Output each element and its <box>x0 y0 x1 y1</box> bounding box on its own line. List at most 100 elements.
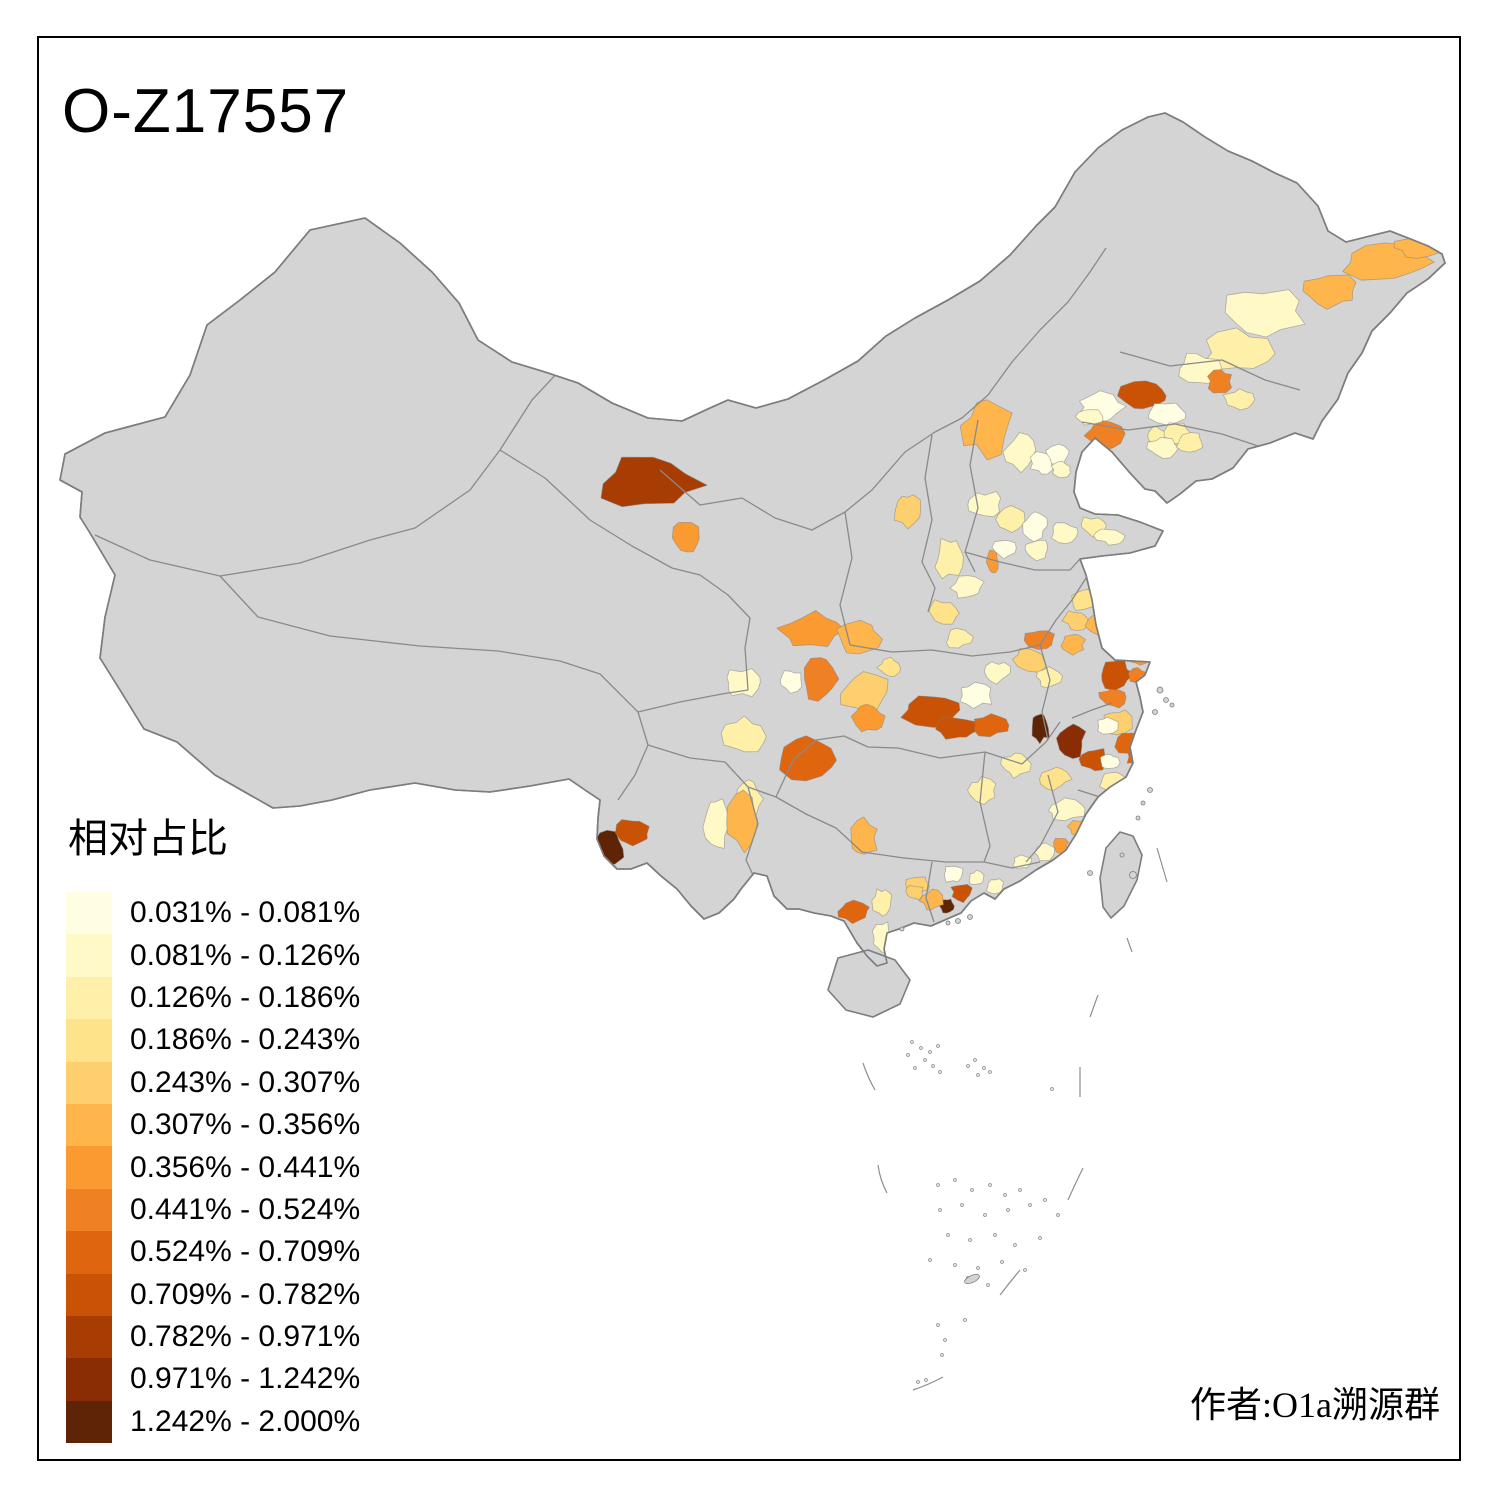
province-border <box>747 786 863 853</box>
reef-line <box>999 1269 1021 1296</box>
map-region <box>837 899 870 924</box>
reef-line <box>912 1376 944 1391</box>
province-border <box>617 711 649 801</box>
map-region <box>720 715 767 753</box>
province-border <box>979 751 991 863</box>
map-region <box>600 456 708 508</box>
coastal-island <box>1152 709 1158 715</box>
map-region <box>850 703 886 733</box>
province-border <box>925 861 935 923</box>
legend-swatch <box>66 1019 112 1062</box>
reef-line <box>1156 847 1168 883</box>
sea-islet-dot <box>913 1066 917 1070</box>
province-border <box>659 247 1107 531</box>
map-region <box>1222 388 1255 411</box>
coastal-island <box>1169 702 1175 708</box>
map-region <box>1097 716 1119 735</box>
sea-islet-dot <box>1018 1188 1022 1192</box>
sea-islet-dot <box>953 1263 957 1267</box>
map-region <box>1100 754 1121 769</box>
sea-islet-dot <box>970 1188 974 1192</box>
sea-islet-dot <box>966 1064 970 1068</box>
sea-islet-dot <box>928 1050 932 1054</box>
map-region <box>702 798 731 849</box>
sea-islet-dot <box>976 1073 980 1077</box>
map-title: O-Z17557 <box>62 77 350 146</box>
coastal-island <box>899 926 905 932</box>
map-region <box>959 681 993 709</box>
legend-swatch <box>66 892 112 935</box>
legend-swatch <box>66 1358 112 1401</box>
sea-islet-dot <box>973 1058 977 1062</box>
legend-range-label: 0.356% - 0.441% <box>130 1150 361 1184</box>
coastal-island <box>945 920 951 926</box>
legend-item: 0.441% - 0.524% <box>66 1188 361 1232</box>
map-region <box>803 657 840 702</box>
map-region <box>995 505 1026 533</box>
map-region <box>1207 369 1232 394</box>
sea-islet-dot <box>988 1183 992 1187</box>
sea-islet-dot <box>931 1064 935 1068</box>
map-region <box>850 816 878 855</box>
coastal-island <box>967 914 973 920</box>
legend-swatch <box>66 934 112 977</box>
province-border <box>897 747 1023 765</box>
coastal-island <box>1119 852 1125 858</box>
map-region <box>1061 610 1089 631</box>
legend-swatch <box>66 976 112 1020</box>
coastal-island <box>1156 686 1164 694</box>
map-region <box>1203 327 1276 370</box>
legend-swatch <box>66 1273 112 1316</box>
map-region <box>1146 436 1179 459</box>
province-border <box>964 419 979 573</box>
taiwan-island <box>1099 831 1143 919</box>
coastline-layer <box>59 112 1446 967</box>
legend-item: 0.186% - 0.243% <box>66 1019 361 1062</box>
province-border <box>964 551 1081 571</box>
legend-item: 0.709% - 0.782% <box>66 1273 360 1316</box>
sea-island <box>964 1273 980 1285</box>
sea-islet-dot <box>940 1353 944 1357</box>
reef-line <box>1089 994 1099 1018</box>
map-region <box>1175 432 1204 453</box>
legend-item: 0.243% - 0.307% <box>66 1061 360 1104</box>
province-border <box>94 369 561 577</box>
map-region <box>934 538 964 580</box>
legend-title: 相对占比 <box>68 816 228 861</box>
map-region <box>1051 522 1079 545</box>
coastal-island <box>1135 815 1141 821</box>
map-region <box>949 575 985 599</box>
map-region <box>968 869 985 885</box>
sea-islet-dot <box>938 1070 942 1074</box>
sea-islet-dot <box>1000 1260 1004 1264</box>
legend-range-label: 0.441% - 0.524% <box>130 1192 361 1226</box>
map-region <box>1031 713 1050 745</box>
legend-swatch <box>66 1146 112 1189</box>
reef-line <box>1067 1167 1084 1201</box>
map-region <box>1098 688 1127 709</box>
coastal-island <box>1140 800 1146 806</box>
map-region <box>1102 626 1142 653</box>
legend-range-label: 0.307% - 0.356% <box>130 1108 361 1142</box>
sea-islet-dot <box>1028 1203 1032 1207</box>
sea-islet-dot <box>1013 1243 1017 1247</box>
legend-swatch <box>66 1103 112 1147</box>
map-region <box>1039 767 1073 791</box>
legend-item: 0.126% - 0.186% <box>66 976 360 1020</box>
map-region <box>779 735 837 782</box>
legend-item: 0.356% - 0.441% <box>66 1146 361 1189</box>
sea-islet-dot <box>924 1378 928 1382</box>
map-region <box>991 540 1017 560</box>
map-region <box>1029 451 1054 475</box>
province-border <box>699 574 751 691</box>
legend-range-label: 0.186% - 0.243% <box>130 1023 361 1057</box>
map-region <box>944 865 964 883</box>
sea-islet-dot <box>916 1380 920 1384</box>
map-region <box>615 819 650 847</box>
sea-islet-dot <box>982 1066 986 1070</box>
legend-range-label: 0.081% - 0.126% <box>130 938 361 972</box>
sea-islet-dot <box>910 1040 914 1044</box>
map-region <box>836 619 883 655</box>
sea-islet-dot <box>1003 1193 1007 1197</box>
